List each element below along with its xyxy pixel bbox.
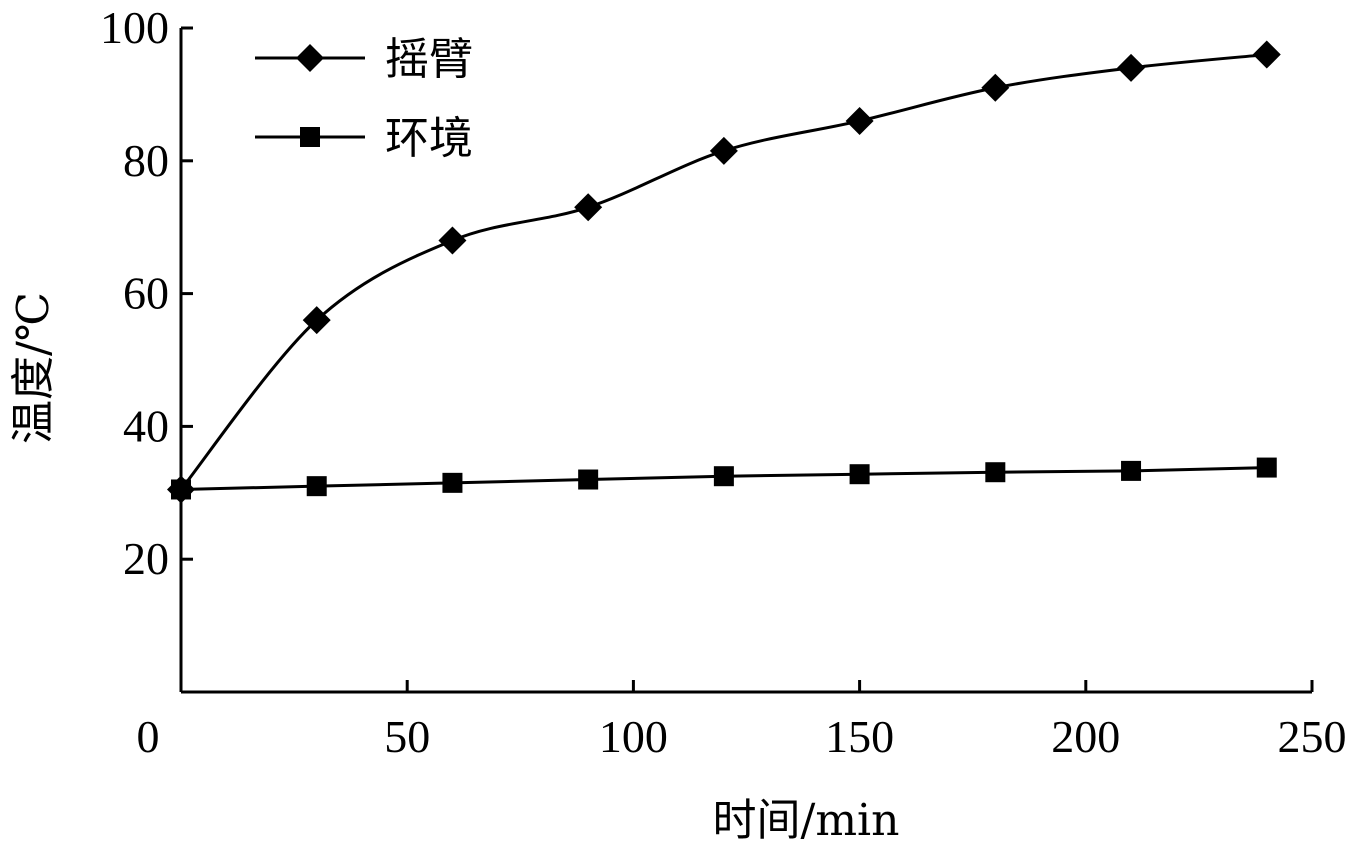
x-ticks: 0 50 100 150 200 250 — [137, 680, 1347, 762]
data-point-diamond — [709, 136, 738, 165]
y-tick-label: 80 — [123, 135, 169, 186]
y-tick-label: 60 — [123, 268, 169, 319]
x-axis-title: 时间/min — [713, 795, 900, 846]
y-tick-label: 20 — [123, 533, 169, 584]
x-tick-label: 250 — [1278, 711, 1347, 762]
data-point-diamond — [574, 193, 603, 222]
x-tick-label: 50 — [384, 711, 430, 762]
data-point-square — [442, 472, 463, 493]
series-layer — [167, 40, 1281, 504]
legend-label-rocker-arm: 摇臂 — [385, 34, 473, 85]
y-tick-label: 100 — [100, 2, 169, 53]
data-point-diamond — [845, 106, 874, 135]
x-tick-label: 150 — [825, 711, 894, 762]
data-point-diamond — [302, 306, 331, 335]
data-point-diamond — [1252, 40, 1281, 69]
x-tick-label: 200 — [1051, 711, 1120, 762]
legend: 摇臂 环境 — [255, 34, 473, 164]
legend-marker-diamond — [296, 44, 324, 72]
data-point-diamond — [438, 226, 467, 255]
data-point-square — [306, 476, 327, 497]
x-tick-label: 100 — [599, 711, 668, 762]
legend-item-environment: 环境 — [255, 113, 473, 164]
x-tick-label: 0 — [137, 711, 160, 762]
y-ticks: 20 40 60 80 100 — [100, 2, 193, 584]
y-tick-label: 40 — [123, 400, 169, 451]
data-point-square — [849, 464, 870, 485]
data-point-square — [578, 469, 599, 490]
data-point-square — [985, 462, 1006, 483]
data-point-diamond — [981, 73, 1010, 102]
legend-marker-square — [300, 127, 320, 147]
data-point-square — [713, 466, 734, 487]
legend-label-environment: 环境 — [385, 113, 473, 164]
series-line-0 — [179, 53, 1267, 491]
data-point-diamond — [1117, 53, 1146, 82]
data-point-square — [1121, 460, 1142, 481]
axes — [179, 28, 1312, 694]
y-axis-title: 温度/℃ — [8, 292, 59, 444]
data-point-square — [1256, 457, 1277, 478]
data-point-square — [171, 479, 191, 500]
legend-item-rocker-arm: 摇臂 — [255, 34, 473, 85]
